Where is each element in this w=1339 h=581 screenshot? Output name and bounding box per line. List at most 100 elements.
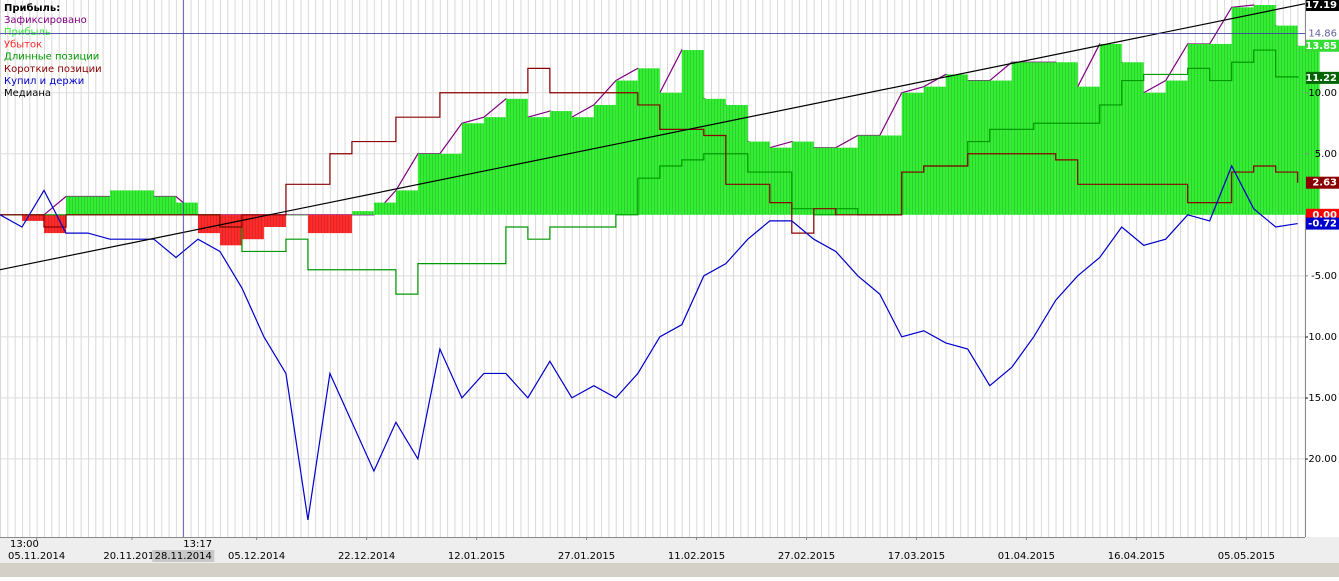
bar-stripes xyxy=(1165,80,1188,215)
x-tick-label: 27.02.2015 xyxy=(778,551,835,562)
last-value-label: 2.63 xyxy=(1312,178,1337,189)
x-tick-label: 05.05.2015 xyxy=(1218,551,1275,562)
bar-stripes xyxy=(725,104,748,215)
last-value-label: 13.85 xyxy=(1305,41,1337,52)
bar-stripes xyxy=(879,135,902,215)
legend-entry: Убыток xyxy=(4,39,42,50)
bar-stripes xyxy=(1187,43,1210,215)
x-axis-area xyxy=(0,537,1339,563)
bar-stripes xyxy=(1121,62,1144,215)
bar-stripes xyxy=(329,214,352,234)
x-tick-label: 12.01.2015 xyxy=(448,551,505,562)
cursor-y-label: 14.86 xyxy=(1308,28,1337,39)
bar-stripes xyxy=(549,111,572,215)
bar-stripes xyxy=(813,147,836,215)
bar-stripes xyxy=(1253,5,1276,215)
bar-stripes xyxy=(835,147,858,215)
legend-entry: Медиана xyxy=(4,88,51,99)
bar-stripes xyxy=(43,214,66,234)
bar-stripes xyxy=(1297,45,1320,215)
bar-stripes xyxy=(681,50,704,215)
last-value-box xyxy=(1306,0,1339,12)
last-value-label: 11.22 xyxy=(1305,73,1337,84)
bar-stripes xyxy=(153,196,176,215)
bar-stripes xyxy=(439,153,462,215)
bar-stripes xyxy=(637,68,660,215)
bar-stripes xyxy=(395,190,418,215)
bar-stripes xyxy=(417,153,440,215)
bar-stripes xyxy=(285,214,308,216)
legend-title: Прибыль: xyxy=(4,2,60,14)
series-line xyxy=(0,67,1299,234)
cursor-time: 13:17 xyxy=(183,539,212,550)
bar-stripes xyxy=(703,98,726,215)
x-tick-label: 20.11.2014 xyxy=(103,551,160,562)
bar-stripes xyxy=(87,196,110,215)
bar-stripes xyxy=(945,74,968,215)
scroll-bar[interactable] xyxy=(0,563,1339,577)
y-tick-label: -15.00 xyxy=(1305,393,1337,404)
cursor-x-label: 28.11.2014 xyxy=(155,551,212,562)
bar-stripes xyxy=(1099,43,1122,215)
bar-stripes xyxy=(241,214,264,240)
bar-stripes xyxy=(263,214,286,228)
x-tick-label: 16.04.2015 xyxy=(1108,551,1165,562)
bar-stripes xyxy=(989,80,1012,215)
last-value-label: 17.19 xyxy=(1305,0,1337,11)
x-tick-label: 22.12.2014 xyxy=(338,551,395,562)
last-value-label: 0.00 xyxy=(1312,210,1337,221)
bar-stripes xyxy=(769,147,792,215)
bar-stripes xyxy=(109,190,132,215)
last-value-label: -0.72 xyxy=(1308,219,1337,230)
bar-stripes xyxy=(219,214,242,246)
last-value-box xyxy=(1306,71,1339,84)
bar-stripes xyxy=(1143,92,1166,215)
legend-entry: Прибыль xyxy=(4,27,51,38)
x-tick-label: 01.04.2015 xyxy=(998,551,1055,562)
last-value-box xyxy=(1306,39,1339,52)
bar-stripes xyxy=(615,80,638,215)
x-tick-label: 05.12.2014 xyxy=(228,551,285,562)
bar-stripes xyxy=(65,196,88,215)
x-tick-label: 11.02.2015 xyxy=(668,551,725,562)
bar-stripes xyxy=(351,211,374,215)
y-tick-label: -5.00 xyxy=(1311,271,1337,282)
series-line xyxy=(0,164,1298,521)
bar-stripes xyxy=(791,141,814,215)
x-tick-label: 05.11.2014 xyxy=(8,551,65,562)
series-line xyxy=(0,3,1306,271)
x-tick-label: 27.01.2015 xyxy=(558,551,615,562)
cursor-x-box xyxy=(152,550,215,562)
legend-entry: Купил и держи xyxy=(4,76,84,87)
bar-stripes xyxy=(923,86,946,215)
bar-stripes xyxy=(175,202,198,215)
last-value-box xyxy=(1306,176,1339,189)
series-line xyxy=(0,49,1299,295)
bar-stripes xyxy=(373,202,396,215)
bar-stripes xyxy=(21,214,44,221)
bar-stripes xyxy=(1011,62,1034,215)
legend-entry: Короткие позиции xyxy=(4,64,102,75)
y-tick-label: 5.00 xyxy=(1315,149,1337,160)
bar-stripes xyxy=(1077,86,1100,215)
bar-stripes xyxy=(1209,43,1232,215)
bar-stripes xyxy=(1231,7,1254,215)
bar-stripes xyxy=(131,190,154,215)
plot xyxy=(0,3,1320,521)
x-tick-label: 17.03.2015 xyxy=(888,551,945,562)
bar-stripes xyxy=(1033,62,1056,215)
y-tick-label: -10.00 xyxy=(1305,332,1337,343)
bar-stripes xyxy=(505,98,528,215)
legend-entry: Длинные позиции xyxy=(4,52,99,63)
bar-stripes xyxy=(857,135,880,215)
bar-stripes xyxy=(527,117,550,215)
time-label: 13:00 xyxy=(10,539,39,550)
last-value-box xyxy=(1306,217,1339,230)
y-tick-label: -20.00 xyxy=(1305,454,1337,465)
legend-entry: Зафиксировано xyxy=(4,15,87,26)
bar-stripes xyxy=(483,117,506,215)
bar-stripes xyxy=(593,104,616,215)
bar-stripes xyxy=(967,80,990,215)
bar-stripes xyxy=(571,117,594,215)
